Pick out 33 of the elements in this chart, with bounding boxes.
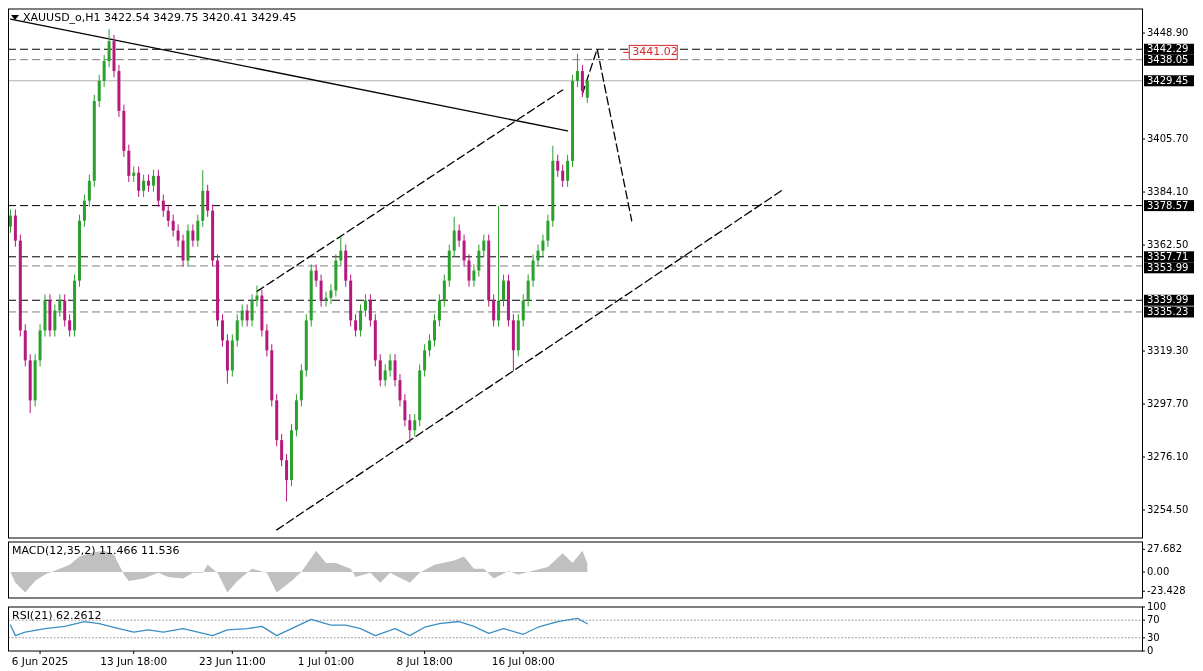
ref-line-label: 3339.99: [1147, 294, 1189, 306]
y-tick-label: 0.00: [1147, 566, 1170, 578]
x-tick-label: 1 Jul 01:00: [297, 655, 355, 667]
y-tick-label: 30: [1147, 631, 1160, 643]
y-tick-label: 3297.70: [1147, 398, 1189, 410]
x-tick-label: 23 Jun 11:00: [198, 655, 266, 667]
y-tick-label: 3276.10: [1147, 451, 1189, 463]
ref-line-label: 3353.99: [1147, 261, 1189, 273]
annotation: 3441.02: [632, 45, 678, 59]
chart-title: RSI(21) 62.2612: [12, 609, 102, 622]
y-tick-label: 100: [1147, 601, 1167, 612]
chart-title: XAUUSD_o,H1 3422.54 3429.75 3420.41 3429.45: [23, 11, 297, 24]
y-tick-label: 3254.50: [1147, 504, 1189, 516]
y-tick-label: 3448.90: [1147, 27, 1189, 39]
x-tick-label: 16 Jul 08:00: [491, 655, 555, 667]
ref-line-label: 3378.57: [1147, 199, 1189, 211]
y-tick-label: 3384.10: [1147, 186, 1189, 198]
ref-line-label: 3429.45: [1147, 74, 1189, 86]
y-tick-label: 0: [1147, 645, 1154, 656]
y-tick-label: 70: [1147, 614, 1160, 626]
y-tick-label: 3405.70: [1147, 133, 1189, 145]
y-tick-label: 3319.30: [1147, 345, 1189, 357]
y-tick-label: -23.428: [1147, 585, 1186, 597]
x-tick-label: 8 Jul 18:00: [396, 655, 453, 667]
y-tick-label: 27.682: [1147, 543, 1182, 555]
ref-line-label: 3438.05: [1147, 54, 1189, 66]
y-tick-label: 3362.50: [1147, 239, 1189, 251]
ref-line-label: 3442.29: [1147, 43, 1189, 55]
ref-line-label: 3335.23: [1147, 305, 1189, 317]
ref-line-label: 3357.71: [1147, 250, 1189, 262]
x-tick-label: 13 Jun 18:00: [100, 655, 168, 667]
x-tick-label: 6 Jun 2025: [11, 655, 69, 667]
chart-title: MACD(12,35,2) 11.466 11.536: [12, 544, 180, 557]
